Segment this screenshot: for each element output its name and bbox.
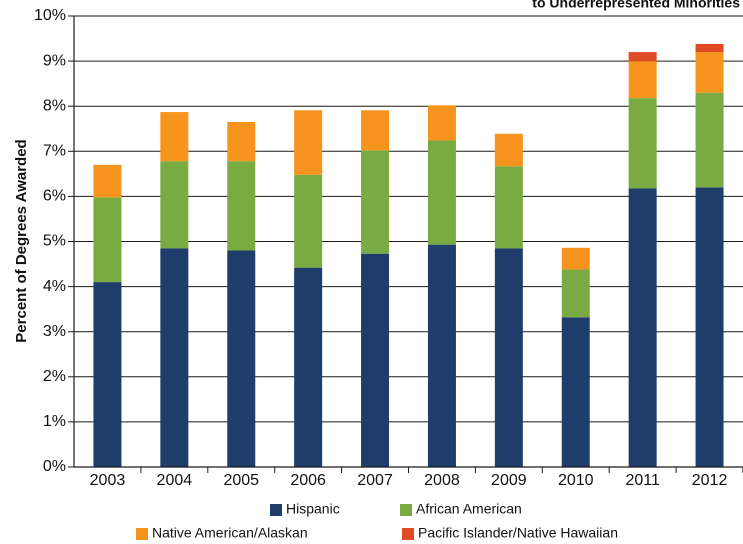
y-tick-label: 10% xyxy=(34,7,66,24)
bar-segment xyxy=(427,140,456,245)
bar-segment xyxy=(628,98,657,189)
y-tick-label: 2% xyxy=(43,368,66,385)
y-tick-label: 9% xyxy=(43,52,66,69)
bar-segment xyxy=(227,161,256,251)
legend-label: African American xyxy=(416,501,522,517)
y-tick-label: 0% xyxy=(43,458,66,475)
bar-segment xyxy=(294,174,323,268)
bar-segment xyxy=(361,253,390,467)
y-tick-label: 3% xyxy=(43,323,66,340)
x-tick-label: 2007 xyxy=(357,472,393,489)
x-tick-label: 2010 xyxy=(558,472,594,489)
bar-segment xyxy=(628,61,657,99)
legend-swatch xyxy=(270,504,282,516)
bar-segment xyxy=(361,110,390,151)
x-tick-label: 2012 xyxy=(692,472,728,489)
bar-segment xyxy=(561,317,590,467)
legend-label: Native American/Alaskan xyxy=(152,525,308,541)
bar-segment xyxy=(427,244,456,467)
bar-segment xyxy=(227,250,256,467)
x-tick-label: 2003 xyxy=(90,472,126,489)
bar-segment xyxy=(227,121,256,162)
legend-swatch xyxy=(136,528,148,540)
bar-segment xyxy=(160,161,189,249)
x-tick-label: 2006 xyxy=(290,472,326,489)
y-tick-label: 6% xyxy=(43,188,66,205)
y-axis-title: Percent of Degrees Awarded xyxy=(13,139,30,342)
bar-segment xyxy=(695,52,724,93)
bar-segment xyxy=(494,166,523,249)
x-tick-label: 2009 xyxy=(491,472,527,489)
y-tick-label: 1% xyxy=(43,413,66,430)
bar-segment xyxy=(294,110,323,175)
bar-segment xyxy=(160,112,189,162)
bar-segment xyxy=(494,133,523,167)
bar-segment xyxy=(160,248,189,467)
bar-segment xyxy=(695,43,724,53)
bar-segment xyxy=(294,267,323,467)
legend-label: Hispanic xyxy=(286,501,340,517)
bar-segment xyxy=(628,188,657,468)
bar-segment xyxy=(93,197,122,283)
chart-title: to Underrepresented Minorities xyxy=(532,0,740,11)
bar-segment xyxy=(561,247,590,270)
legend: Hispanic African American Native American/… xyxy=(136,501,618,541)
y-tick-label: 4% xyxy=(43,278,66,295)
bars xyxy=(93,43,724,468)
x-tick-label: 2004 xyxy=(157,472,193,489)
bar-segment xyxy=(628,52,657,62)
x-tick-label: 2011 xyxy=(625,472,660,489)
bar-segment xyxy=(494,248,523,467)
y-tick-label: 8% xyxy=(43,97,66,114)
legend-label: Pacific Islander/Native Hawaiian xyxy=(418,525,618,541)
x-tick-label: 2008 xyxy=(424,472,460,489)
legend-swatch xyxy=(402,528,414,540)
y-tick-label: 5% xyxy=(43,233,66,250)
bar-segment xyxy=(93,164,122,198)
bar-segment xyxy=(695,187,724,467)
legend-swatch xyxy=(400,504,412,516)
bar-segment xyxy=(93,282,122,467)
x-tick-label: 2005 xyxy=(223,472,259,489)
y-tick-label: 7% xyxy=(43,143,66,160)
bar-segment xyxy=(361,150,390,254)
bar-segment xyxy=(427,105,456,141)
axes: 0% 1% 2% 3% 4% 5% 6% 7% 8% 9% 10% 2003 2004 2005 2006 2… xyxy=(34,7,743,489)
bar-segment xyxy=(561,269,590,318)
bar-segment xyxy=(695,92,724,188)
